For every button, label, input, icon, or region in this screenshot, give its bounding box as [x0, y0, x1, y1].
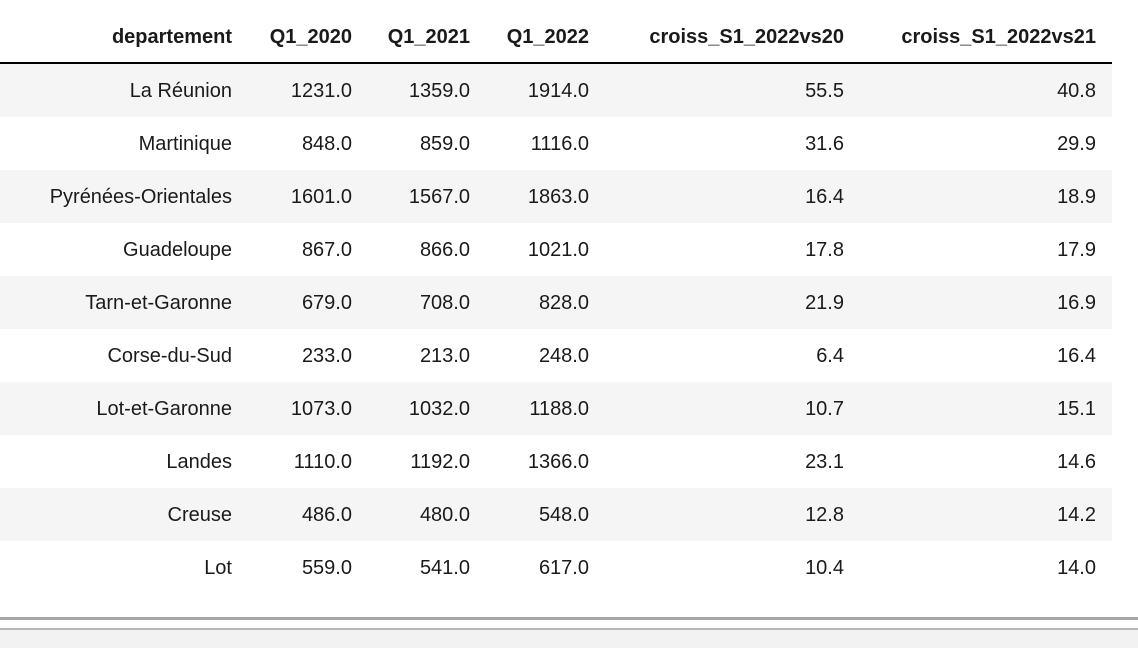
row-label-departement: Guadeloupe — [123, 238, 232, 261]
dataframe-header: departement Q1_2020 Q1_2021 Q1_2022 croi… — [0, 12, 1112, 64]
table-row: Guadeloupe 867.0 866.0 1021.0 17.8 17.9 — [0, 223, 1112, 276]
cell-q1_2020: 1110.0 — [293, 450, 352, 473]
cell-croiss_s1_2022vs21: 18.9 — [1057, 185, 1096, 208]
column-header-croiss-s1-2022vs21: croiss_S1_2022vs21 — [852, 12, 1112, 64]
output-cell-divider — [0, 617, 1138, 620]
cell-q1_2020: 486.0 — [301, 503, 352, 526]
row-label-departement: Creuse — [167, 503, 232, 526]
cell-croiss_s1_2022vs21: 14.6 — [1057, 450, 1096, 473]
cell-q1_2022: 828.0 — [538, 291, 589, 314]
cell-q1_2022: 1366.0 — [527, 450, 589, 473]
cell-croiss_s1_2022vs20: 6.4 — [816, 344, 844, 367]
cell-croiss_s1_2022vs21: 15.1 — [1057, 397, 1096, 420]
cell-q1_2021: 1359.0 — [408, 79, 470, 102]
row-label-departement: Landes — [166, 450, 232, 473]
cell-croiss_s1_2022vs21: 16.4 — [1057, 344, 1096, 367]
cell-q1_2021: 859.0 — [419, 132, 470, 155]
header-row: departement Q1_2020 Q1_2021 Q1_2022 croi… — [0, 12, 1112, 64]
dataframe-table: departement Q1_2020 Q1_2021 Q1_2022 croi… — [0, 12, 1112, 594]
column-header-departement: departement — [0, 12, 240, 64]
table-row: La Réunion 1231.0 1359.0 1914.0 55.5 40.8 — [0, 63, 1112, 117]
table-body: La Réunion 1231.0 1359.0 1914.0 55.5 40.8 Mart… — [0, 63, 1112, 594]
table-row: Creuse 486.0 480.0 548.0 12.8 14.2 — [0, 488, 1112, 541]
cell-croiss_s1_2022vs20: 10.7 — [805, 397, 844, 420]
cell-q1_2021: 1192.0 — [410, 450, 470, 473]
cell-q1_2022: 548.0 — [538, 503, 589, 526]
row-label-departement: Lot — [204, 556, 232, 579]
cell-croiss_s1_2022vs20: 16.4 — [805, 185, 844, 208]
cell-croiss_s1_2022vs20: 23.1 — [805, 450, 844, 473]
table-row: Tarn-et-Garonne 679.0 708.0 828.0 21.9 16.9 — [0, 276, 1112, 329]
cell-q1_2020: 1601.0 — [290, 185, 352, 208]
cell-q1_2022: 1116.0 — [530, 132, 589, 155]
cell-croiss_s1_2022vs21: 14.2 — [1057, 503, 1096, 526]
cell-q1_2021: 541.0 — [419, 556, 470, 579]
cell-q1_2022: 1863.0 — [527, 185, 589, 208]
row-label-departement: Tarn-et-Garonne — [85, 291, 232, 314]
cell-q1_2020: 559.0 — [301, 556, 352, 579]
table-row: Lot 559.0 541.0 617.0 10.4 14.0 — [0, 541, 1112, 594]
table-row: Corse-du-Sud 233.0 213.0 248.0 6.4 16.4 — [0, 329, 1112, 382]
column-header-q1-2020: Q1_2020 — [240, 12, 360, 64]
cell-croiss_s1_2022vs20: 12.8 — [805, 503, 844, 526]
column-header-croiss-s1-2022vs20: croiss_S1_2022vs20 — [597, 12, 852, 64]
cell-croiss_s1_2022vs20: 55.5 — [805, 79, 844, 102]
cell-croiss_s1_2022vs20: 31.6 — [805, 132, 844, 155]
cell-q1_2021: 1032.0 — [408, 397, 470, 420]
next-notebook-cell[interactable] — [0, 628, 1138, 648]
cell-q1_2020: 679.0 — [301, 291, 352, 314]
cell-q1_2022: 1021.0 — [527, 238, 589, 261]
cell-croiss_s1_2022vs20: 21.9 — [805, 291, 844, 314]
cell-q1_2022: 1914.0 — [527, 79, 589, 102]
row-label-departement: Pyrénées-Orientales — [49, 185, 232, 208]
cell-croiss_s1_2022vs21: 17.9 — [1057, 238, 1096, 261]
column-header-q1-2021: Q1_2021 — [360, 12, 478, 64]
cell-q1_2021: 213.0 — [419, 344, 470, 367]
cell-croiss_s1_2022vs20: 17.8 — [805, 238, 844, 261]
cell-q1_2021: 480.0 — [419, 503, 470, 526]
cell-q1_2020: 1231.0 — [290, 79, 352, 102]
cell-croiss_s1_2022vs20: 10.4 — [805, 556, 844, 579]
row-label-departement: Corse-du-Sud — [107, 344, 232, 367]
cell-q1_2022: 248.0 — [538, 344, 589, 367]
cell-q1_2021: 708.0 — [419, 291, 470, 314]
cell-q1_2021: 1567.0 — [408, 185, 470, 208]
cell-q1_2021: 866.0 — [419, 238, 470, 261]
row-label-departement: Martinique — [138, 132, 232, 155]
cell-croiss_s1_2022vs21: 14.0 — [1057, 556, 1096, 579]
table-row: Pyrénées-Orientales 1601.0 1567.0 1863.0 16.… — [0, 170, 1112, 223]
row-label-departement: La Réunion — [129, 79, 232, 102]
table-row: Martinique 848.0 859.0 1116.0 31.6 29.9 — [0, 117, 1112, 170]
cell-croiss_s1_2022vs21: 29.9 — [1057, 132, 1096, 155]
cell-q1_2020: 1073.0 — [290, 397, 352, 420]
table-row: Landes 1110.0 1192.0 1366.0 23.1 14.6 — [0, 435, 1112, 488]
column-header-q1-2022: Q1_2022 — [478, 12, 597, 64]
cell-q1_2022: 1188.0 — [529, 397, 589, 420]
cell-q1_2022: 617.0 — [538, 556, 589, 579]
cell-q1_2020: 848.0 — [301, 132, 352, 155]
cell-q1_2020: 233.0 — [301, 344, 352, 367]
row-label-departement: Lot-et-Garonne — [96, 397, 232, 420]
table-row: Lot-et-Garonne 1073.0 1032.0 1188.0 10.7 15.1 — [0, 382, 1112, 435]
cell-croiss_s1_2022vs21: 40.8 — [1057, 79, 1096, 102]
cell-q1_2020: 867.0 — [301, 238, 352, 261]
cell-croiss_s1_2022vs21: 16.9 — [1057, 291, 1096, 314]
